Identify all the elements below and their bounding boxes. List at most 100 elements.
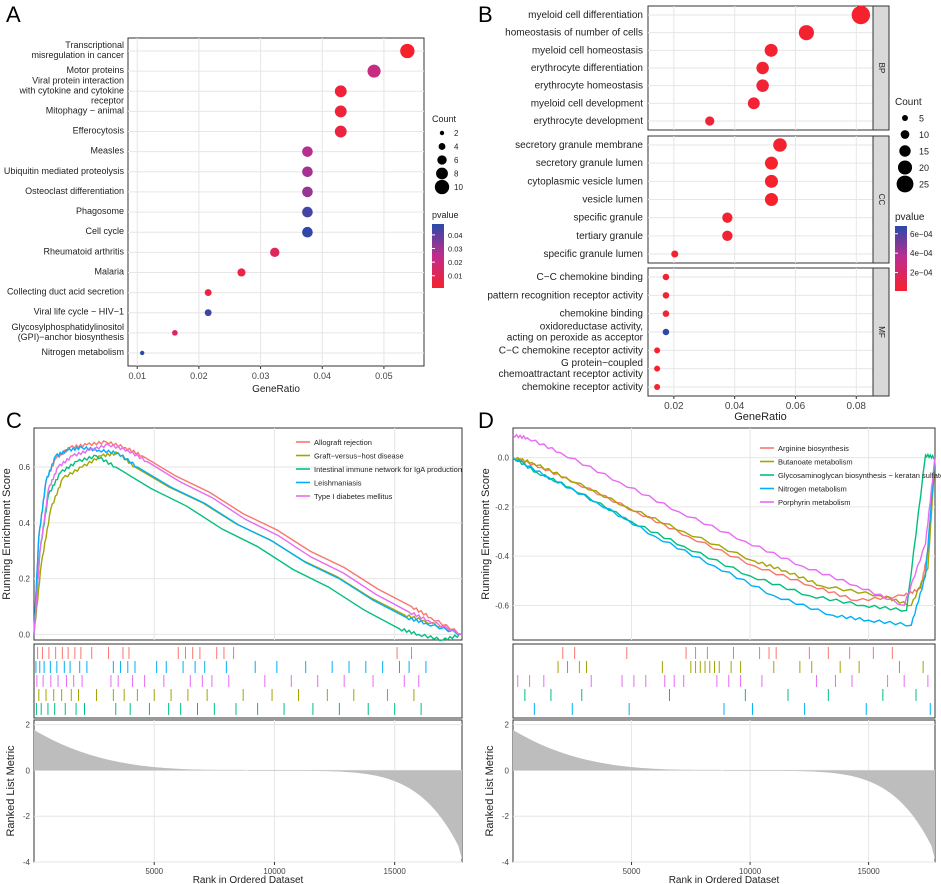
y-category-label-line: Collecting duct acid secretion [7, 287, 124, 297]
y-term-label-line: erythrocyte differentiation [531, 63, 643, 74]
y-term-label-line: erythrocyte development [533, 116, 643, 127]
facet-strip [872, 267, 890, 397]
y-category-label-line: Cell cycle [85, 227, 124, 237]
y-category-label: Measles [90, 146, 124, 156]
data-point [172, 330, 178, 336]
panel-a-kegg-dotplot: 0.01 0.02 0.03 0.04 0.05 Transcriptional misre… [4, 37, 463, 395]
size-legend-label: 20 [919, 163, 929, 173]
es-panel-frame [33, 427, 463, 641]
facet-strip [872, 135, 890, 264]
size-legend-label: 2 [454, 129, 459, 138]
x-tick-label: 5000 [623, 867, 641, 876]
y-term-label: chemokine receptor activity [522, 382, 643, 393]
y-category-label-line: (GPI)−anchor biosynthesis [18, 332, 125, 342]
y-term-label-line: chemoattractant receptor activity [498, 369, 643, 380]
y-term-label: tertiary granule [576, 230, 643, 241]
size-legend-title: Count [895, 97, 922, 108]
y-tick-label: 0.2 [19, 575, 31, 584]
es-curve [33, 445, 463, 636]
facet-strip-label: MF [877, 326, 886, 338]
y-term-label: vesicle lumen [582, 194, 643, 205]
x-axis-title: Rank in Ordered Dataset [669, 875, 780, 884]
legend-label: Arginine biosynthesis [778, 444, 849, 453]
size-legend-dot [902, 115, 908, 121]
x-axis-title: Rank in Ordered Dataset [193, 875, 304, 884]
data-point [756, 61, 769, 75]
legend-label: Nitrogen metabolism [778, 485, 847, 494]
y-term-label-line: myeloid cell homeostasis [532, 45, 643, 56]
y-term-label: erythrocyte differentiation [531, 63, 643, 74]
y-tick-label: -2 [502, 812, 510, 821]
y-tick-label: 2 [505, 721, 510, 730]
data-point [756, 79, 769, 92]
size-legend-label: 15 [919, 147, 929, 157]
color-legend-label: 0.03 [448, 245, 463, 254]
panel-letter-a: A [6, 2, 21, 27]
y-tick-label: 0.0 [498, 454, 510, 463]
y-category-label-line: receptor [91, 96, 124, 106]
size-legend-dot [439, 130, 445, 136]
panel-letter-d: D [478, 408, 494, 433]
size-legend-label: 5 [919, 114, 924, 124]
color-legend-label: 4e−04 [910, 249, 933, 258]
y-category-label-line: Mitophagy − animal [46, 106, 124, 116]
y-category-label-line: Motor proteins [66, 66, 124, 76]
es-curve [512, 457, 936, 627]
y-category-label: Viral protein interaction with cytokine a… [18, 76, 124, 106]
color-legend-title: pvalue [895, 212, 925, 223]
y-category-label: Motor proteins [66, 66, 124, 76]
legend-label: Glycosaminoglycan biosynthesis − keratan… [778, 471, 941, 480]
y-category-label: Mitophagy − animal [46, 106, 124, 116]
data-point [334, 125, 347, 138]
size-legend-title: Count [432, 114, 457, 124]
x-tick-label: 0.04 [725, 401, 745, 412]
x-tick-label: 0.03 [252, 371, 270, 381]
data-point [302, 206, 313, 218]
y-tick-label: -0.4 [495, 552, 509, 561]
data-point [764, 156, 778, 170]
y-term-label: myeloid cell development [531, 98, 644, 109]
data-point [705, 116, 715, 126]
data-point [722, 230, 733, 241]
facet-strip-label: BP [877, 63, 886, 74]
size-legend-label: 25 [919, 180, 929, 190]
y-tick-label: 0 [505, 766, 510, 775]
y-category-label-line: Transcriptional [65, 40, 124, 50]
data-point [662, 328, 670, 336]
x-axis-title: GeneRatio [252, 384, 300, 395]
panel-b-go-dotplot: myeloid cell differentiation homeostasis … [487, 5, 933, 423]
data-point [204, 289, 212, 297]
y-tick-label: -4 [502, 858, 510, 867]
y-term-label-line: erythrocyte homeostasis [535, 80, 643, 91]
color-legend-label: 0.01 [448, 272, 463, 281]
y-tick-label: -4 [23, 858, 31, 867]
size-legend-dot [897, 160, 913, 175]
y-category-label-line: Measles [90, 146, 124, 156]
x-tick-label: 0.05 [375, 371, 393, 381]
data-point [302, 146, 313, 157]
data-point [302, 226, 313, 238]
y-term-label-line: chemokine binding [560, 308, 643, 319]
legend-label: Allograft rejection [314, 438, 372, 447]
y-category-label: Rheumatoid arthritis [43, 247, 124, 257]
size-legend-dot [900, 130, 910, 139]
x-tick-label: 10000 [739, 867, 762, 876]
y-term-label: secretory granule lumen [536, 158, 643, 169]
x-tick-label: 5000 [145, 867, 163, 876]
y-category-label: Phagosome [76, 206, 124, 216]
y-category-label: Collecting duct acid secretion [7, 287, 124, 297]
y-category-label-line: Ubiquitin mediated proteolysis [4, 166, 125, 176]
x-tick-label: 15000 [857, 867, 880, 876]
y-term-label-line: tertiary granule [576, 230, 643, 241]
y-category-label-line: Phagosome [76, 206, 124, 216]
size-legend-dot [438, 143, 446, 150]
facet-strip-label: CC [877, 194, 886, 206]
legend-label: Leishmaniasis [314, 479, 362, 488]
y-axis-title-top: Running Enrichment Score [1, 468, 13, 599]
y-term-label-line: C−C chemokine binding [537, 272, 643, 283]
plot-frame [127, 37, 425, 367]
data-point [671, 250, 679, 258]
es-curve [33, 443, 463, 636]
y-category-label: Glycosylphosphatidylinositol (GPI)−anchor… [11, 322, 124, 342]
